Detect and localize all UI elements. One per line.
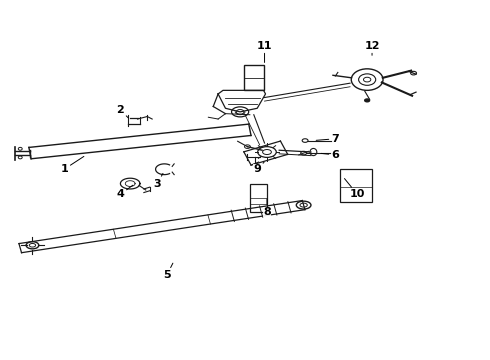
- Text: 10: 10: [344, 179, 365, 199]
- Text: 11: 11: [257, 41, 272, 63]
- Text: 1: 1: [60, 156, 84, 174]
- Bar: [244, 65, 264, 90]
- Bar: [340, 169, 372, 202]
- Text: 9: 9: [253, 162, 264, 174]
- Text: 12: 12: [364, 41, 380, 55]
- Ellipse shape: [365, 99, 369, 102]
- Text: 3: 3: [153, 174, 163, 189]
- Text: 4: 4: [117, 185, 133, 199]
- Bar: [250, 184, 268, 212]
- Text: 7: 7: [316, 134, 339, 144]
- Text: 2: 2: [117, 105, 128, 118]
- Text: 5: 5: [163, 263, 173, 280]
- Text: 6: 6: [321, 150, 340, 160]
- Text: 8: 8: [263, 199, 271, 217]
